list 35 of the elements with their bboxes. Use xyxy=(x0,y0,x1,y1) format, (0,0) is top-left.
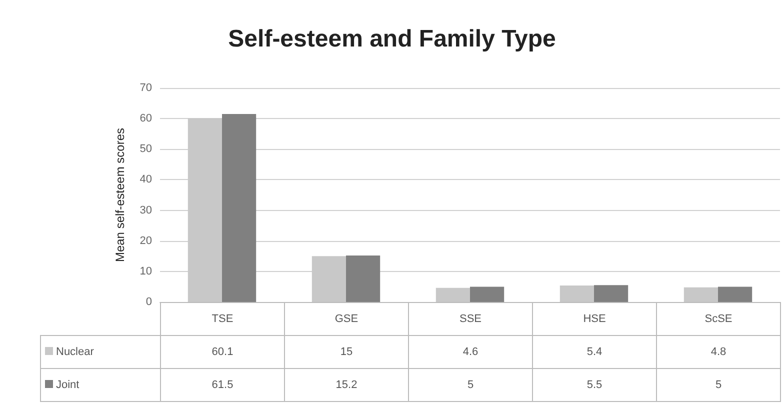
bar xyxy=(594,285,628,302)
data-label: 4.8 xyxy=(656,336,780,368)
data-label: 5.4 xyxy=(532,336,656,368)
data-label: 5 xyxy=(408,368,532,402)
data-label: 60.1 xyxy=(160,336,284,368)
bar xyxy=(470,286,504,302)
x-tick-label: GSE xyxy=(284,302,408,336)
data-label: 5 xyxy=(656,368,780,402)
chart-title: Self-esteem and Family Type xyxy=(228,26,556,52)
data-label: 5.5 xyxy=(532,368,656,402)
y-tick-label: 60 xyxy=(140,112,152,125)
data-label: 4.6 xyxy=(408,336,532,368)
bar xyxy=(436,288,470,302)
bar xyxy=(684,287,718,302)
y-axis-title: Mean self-esteem scores xyxy=(113,128,127,262)
y-tick-label: 20 xyxy=(140,234,152,247)
x-tick-label: SSE xyxy=(408,302,532,336)
x-tick-label: ScSE xyxy=(656,302,780,336)
data-label: 61.5 xyxy=(160,368,284,402)
data-label: 15 xyxy=(284,336,408,368)
data-label: 15.2 xyxy=(284,368,408,402)
bar xyxy=(718,286,752,302)
y-tick-label: 70 xyxy=(140,82,152,94)
y-tick-label: 0 xyxy=(146,296,152,308)
legend-label: Nuclear xyxy=(40,336,160,368)
y-tick-label: 10 xyxy=(140,265,152,278)
y-tick-label: 50 xyxy=(140,143,152,156)
bar xyxy=(560,285,594,302)
bar xyxy=(222,114,256,302)
bar xyxy=(346,256,380,302)
y-tick-label: 40 xyxy=(140,174,152,186)
y-tick-label: 30 xyxy=(140,204,152,216)
x-tick-label: HSE xyxy=(532,302,656,336)
legend-label: Joint xyxy=(40,368,160,402)
x-tick-label: TSE xyxy=(160,302,284,336)
